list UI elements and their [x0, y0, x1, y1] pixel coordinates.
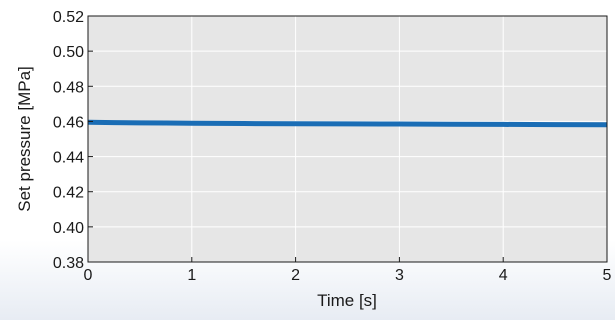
series-layer	[87, 119, 608, 128]
y-tick-label: 0.44	[53, 150, 84, 167]
y-tick-label: 0.38	[53, 255, 84, 272]
y-tick-label: 0.46	[53, 114, 84, 131]
y-tick-label: 0.50	[53, 44, 84, 61]
x-tick-label: 2	[291, 267, 300, 284]
y-tick-label: 0.48	[53, 79, 84, 96]
grid-lines	[88, 16, 607, 262]
x-axis-title: Time [s]	[317, 291, 377, 310]
x-tick-label: 0	[84, 267, 93, 284]
x-tick-label: 3	[395, 267, 404, 284]
y-tick-label: 0.42	[53, 185, 84, 202]
plot-area	[88, 16, 607, 262]
y-tick-label: 0.40	[53, 220, 84, 237]
x-tick-label: 1	[187, 267, 196, 284]
y-axis-title: Set pressure [MPa]	[15, 66, 34, 212]
plot-frame	[87, 15, 608, 263]
series-line	[87, 119, 608, 128]
axes: 0 1 2 3 4 5 0.38 0.40 0.42 0.44 0.46 0.48 0.50 0.52	[53, 9, 612, 284]
x-tick-label: 5	[603, 267, 612, 284]
x-tick-label: 4	[499, 267, 508, 284]
y-tick-label: 0.52	[53, 9, 84, 26]
